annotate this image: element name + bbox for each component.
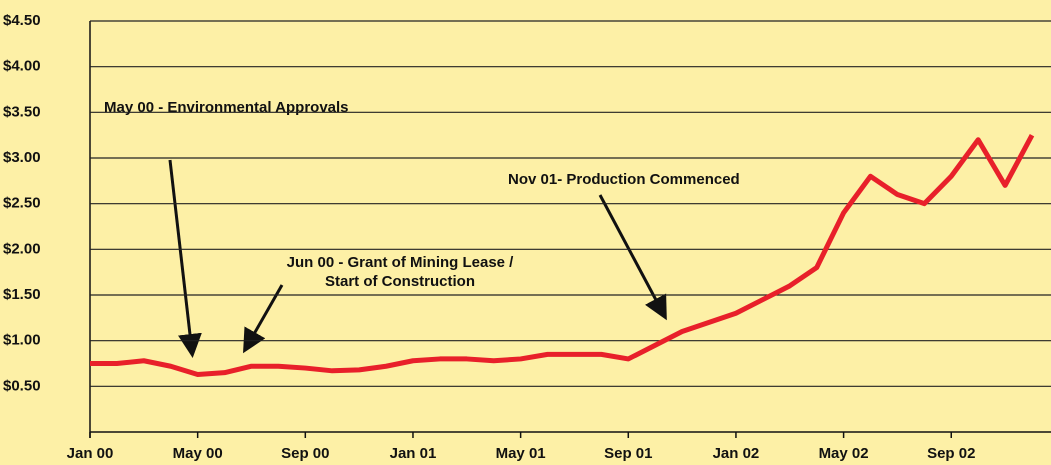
x-tick-label: Jan 01 [390, 445, 437, 462]
annotation: Start of Construction [325, 273, 475, 290]
x-tick-label: May 02 [819, 445, 869, 462]
x-tick-label: Sep 02 [927, 445, 975, 462]
x-tick-label: Jan 00 [67, 445, 114, 462]
annotation: May 00 - Environmental Approvals [104, 99, 349, 116]
y-tick-label: $1.50 [3, 286, 41, 303]
y-tick-label: $3.00 [3, 149, 41, 166]
x-tick-label: May 01 [496, 445, 546, 462]
annotation: Jun 00 - Grant of Mining Lease / [287, 254, 515, 271]
x-tick-label: Sep 01 [604, 445, 652, 462]
y-tick-label: $2.00 [3, 240, 41, 257]
y-tick-label: $4.00 [3, 58, 41, 75]
y-tick-label: $4.50 [3, 12, 41, 29]
y-tick-label: $2.50 [3, 195, 41, 212]
y-tick-label: $0.50 [3, 377, 41, 394]
price-line [90, 133, 1035, 377]
x-tick-label: Jan 02 [713, 445, 760, 462]
y-tick-label: $3.50 [3, 103, 41, 120]
x-tick-label: May 00 [173, 445, 223, 462]
annotation: Nov 01- Production Commenced [508, 171, 740, 188]
y-tick-label: $1.00 [3, 332, 41, 349]
x-tick-label: Sep 00 [281, 445, 329, 462]
